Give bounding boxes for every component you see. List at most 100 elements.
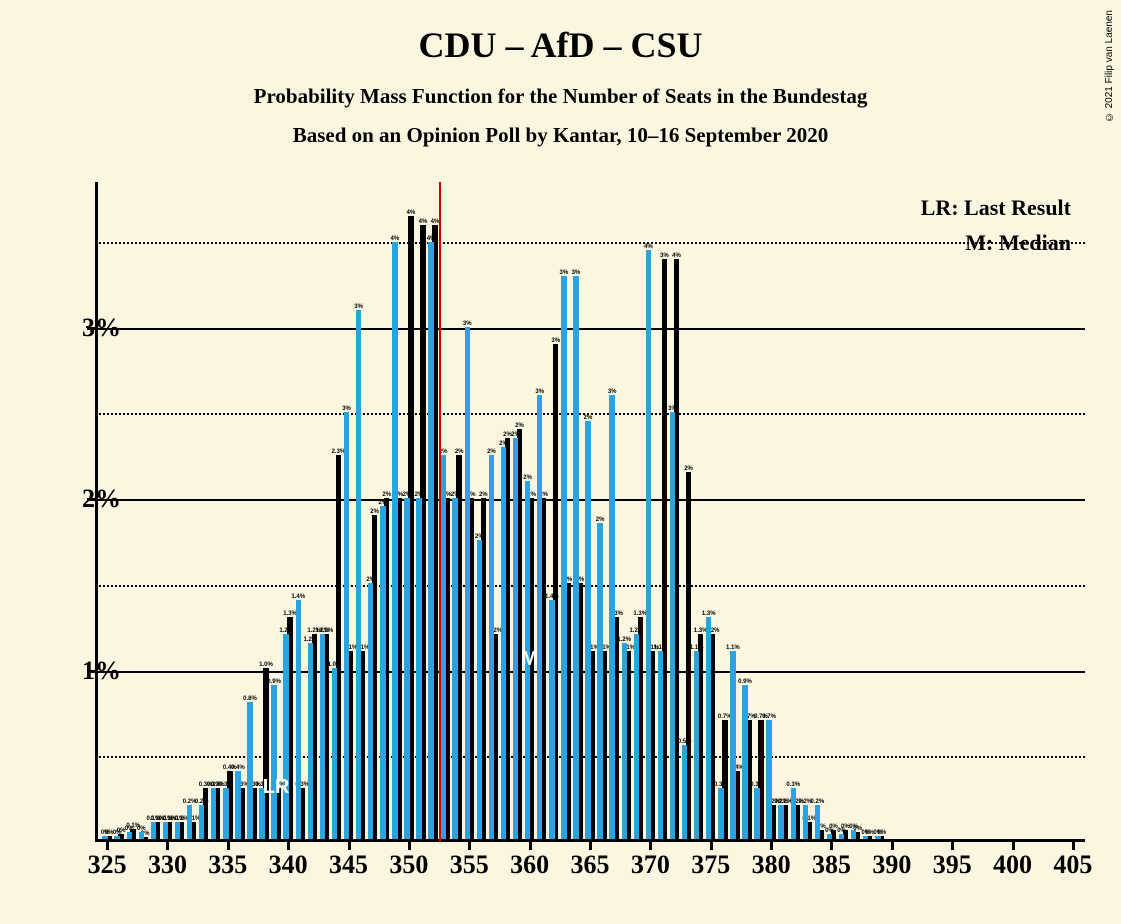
y-tick-label: 2% [82,484,121,514]
median-marker-label: M [521,648,538,671]
bar-label: 3% [660,253,669,259]
y-tick-label: 3% [82,313,121,343]
bar-label: 0% [113,830,122,836]
bar-front: 0.2% [803,805,808,839]
bar-front: 2% [416,498,421,839]
bar-label: 0.1% [171,816,185,822]
x-tick-mark [227,842,230,850]
bar-label: 0.7% [762,714,776,720]
bar-label: 3% [463,321,472,327]
bar-front: 0.2% [199,805,204,839]
bar-label: 1.2% [617,637,631,643]
bar-label: 2% [455,449,464,455]
x-tick-label: 370 [631,850,670,880]
bar-front: 1.0% [332,668,337,839]
bar-front: 2% [380,506,385,839]
bar-label: 1.0% [328,662,342,668]
last-result-line [439,182,441,842]
bar-label: 2% [403,492,412,498]
bar-front: 0.3% [718,788,723,839]
bar-label: 2% [382,492,391,498]
chart-subtitle-1: Probability Mass Function for the Number… [0,84,1121,109]
bar-label: 4% [644,244,653,250]
bar-front: 2% [597,523,602,839]
bar-label: 2% [684,466,693,472]
x-tick-mark [891,842,894,850]
bar-front: 0.5% [682,745,687,839]
bar-label: 2% [523,475,532,481]
bar-front: 1.2% [634,634,639,839]
x-tick-label: 345 [329,850,368,880]
bar-label: 1.1% [690,645,704,651]
bar-label: 0.8% [243,696,257,702]
copyright-text: © 2021 Filip van Laenen [1104,10,1115,122]
x-tick-label: 330 [148,850,187,880]
chart-subtitle-2: Based on an Opinion Poll by Kantar, 10–1… [0,123,1121,148]
bar-front: 0.1% [175,822,180,839]
x-tick-label: 380 [752,850,791,880]
bar-front: 1.2% [308,643,313,839]
x-tick-mark [529,842,532,850]
x-tick-mark [1012,842,1015,850]
bar-label: 1.3% [702,611,716,617]
bar-label: 2% [475,534,484,540]
bar-label: 3% [535,389,544,395]
bar-label: 1.1% [726,645,740,651]
bar-front: 0.1% [151,822,156,839]
bar-front: 2% [477,540,482,839]
bar-label: 4% [419,219,428,225]
bar-front: 0% [102,836,107,839]
bar-label: 2% [415,492,424,498]
x-tick-label: 350 [389,850,428,880]
x-tick-label: 365 [571,850,610,880]
x-tick-label: 325 [88,850,127,880]
legend-m: M: Median [921,225,1071,260]
bar-front: 0.7% [766,720,771,839]
bar-front: 2% [452,498,457,839]
bar-label: 1.2% [629,628,643,634]
bar-label: 0% [825,828,834,834]
bar-label: 2% [511,432,520,438]
x-tick-label: 360 [510,850,549,880]
bar-label: 0.3% [786,782,800,788]
bar-front: 3% [573,276,578,839]
bar-label: 2% [366,577,375,583]
bar-label: 4% [672,253,681,259]
bar-front: 0.3% [223,788,228,839]
bar-front: 0% [114,836,119,839]
bar-label: 2% [370,509,379,515]
bar-front: 2% [368,583,373,839]
bar-label: 3% [354,304,363,310]
bar-front: 3% [670,412,675,839]
bar-front: 0.3% [754,788,759,839]
bar-label: 0.3% [714,782,728,788]
bar-front: 2% [404,498,409,839]
bar-front: 1.1% [658,651,663,839]
bar-front: 3% [609,395,614,839]
x-tick-label: 405 [1053,850,1092,880]
bar-label: 2% [499,441,508,447]
bar-front: 0% [875,836,880,839]
legend-lr: LR: Last Result [921,190,1071,225]
bar-front: 0.9% [742,685,747,839]
bar-label: 2% [378,500,387,506]
bar-label: 0% [837,828,846,834]
bar-front: 0.2% [815,805,820,839]
bar-front: 0% [863,836,868,839]
bar-label: 1.2% [303,637,317,643]
bar-front: 1.1% [694,651,699,839]
bar-front: 2% [585,421,590,839]
bar-label: 2% [451,492,460,498]
bar-front: 0.2% [778,805,783,839]
bar-label: 3% [668,406,677,412]
bar-label: 0.4% [231,765,245,771]
x-tick-mark [468,842,471,850]
x-tick-mark [830,842,833,850]
bar-label: 0.9% [738,679,752,685]
bar-front: 0.1% [163,822,168,839]
x-tick-mark [1072,842,1075,850]
bar-front: 0% [827,834,832,839]
bar-front: 0% [839,834,844,839]
bar-front: 0% [851,830,856,839]
bar-label: 0% [849,824,858,830]
